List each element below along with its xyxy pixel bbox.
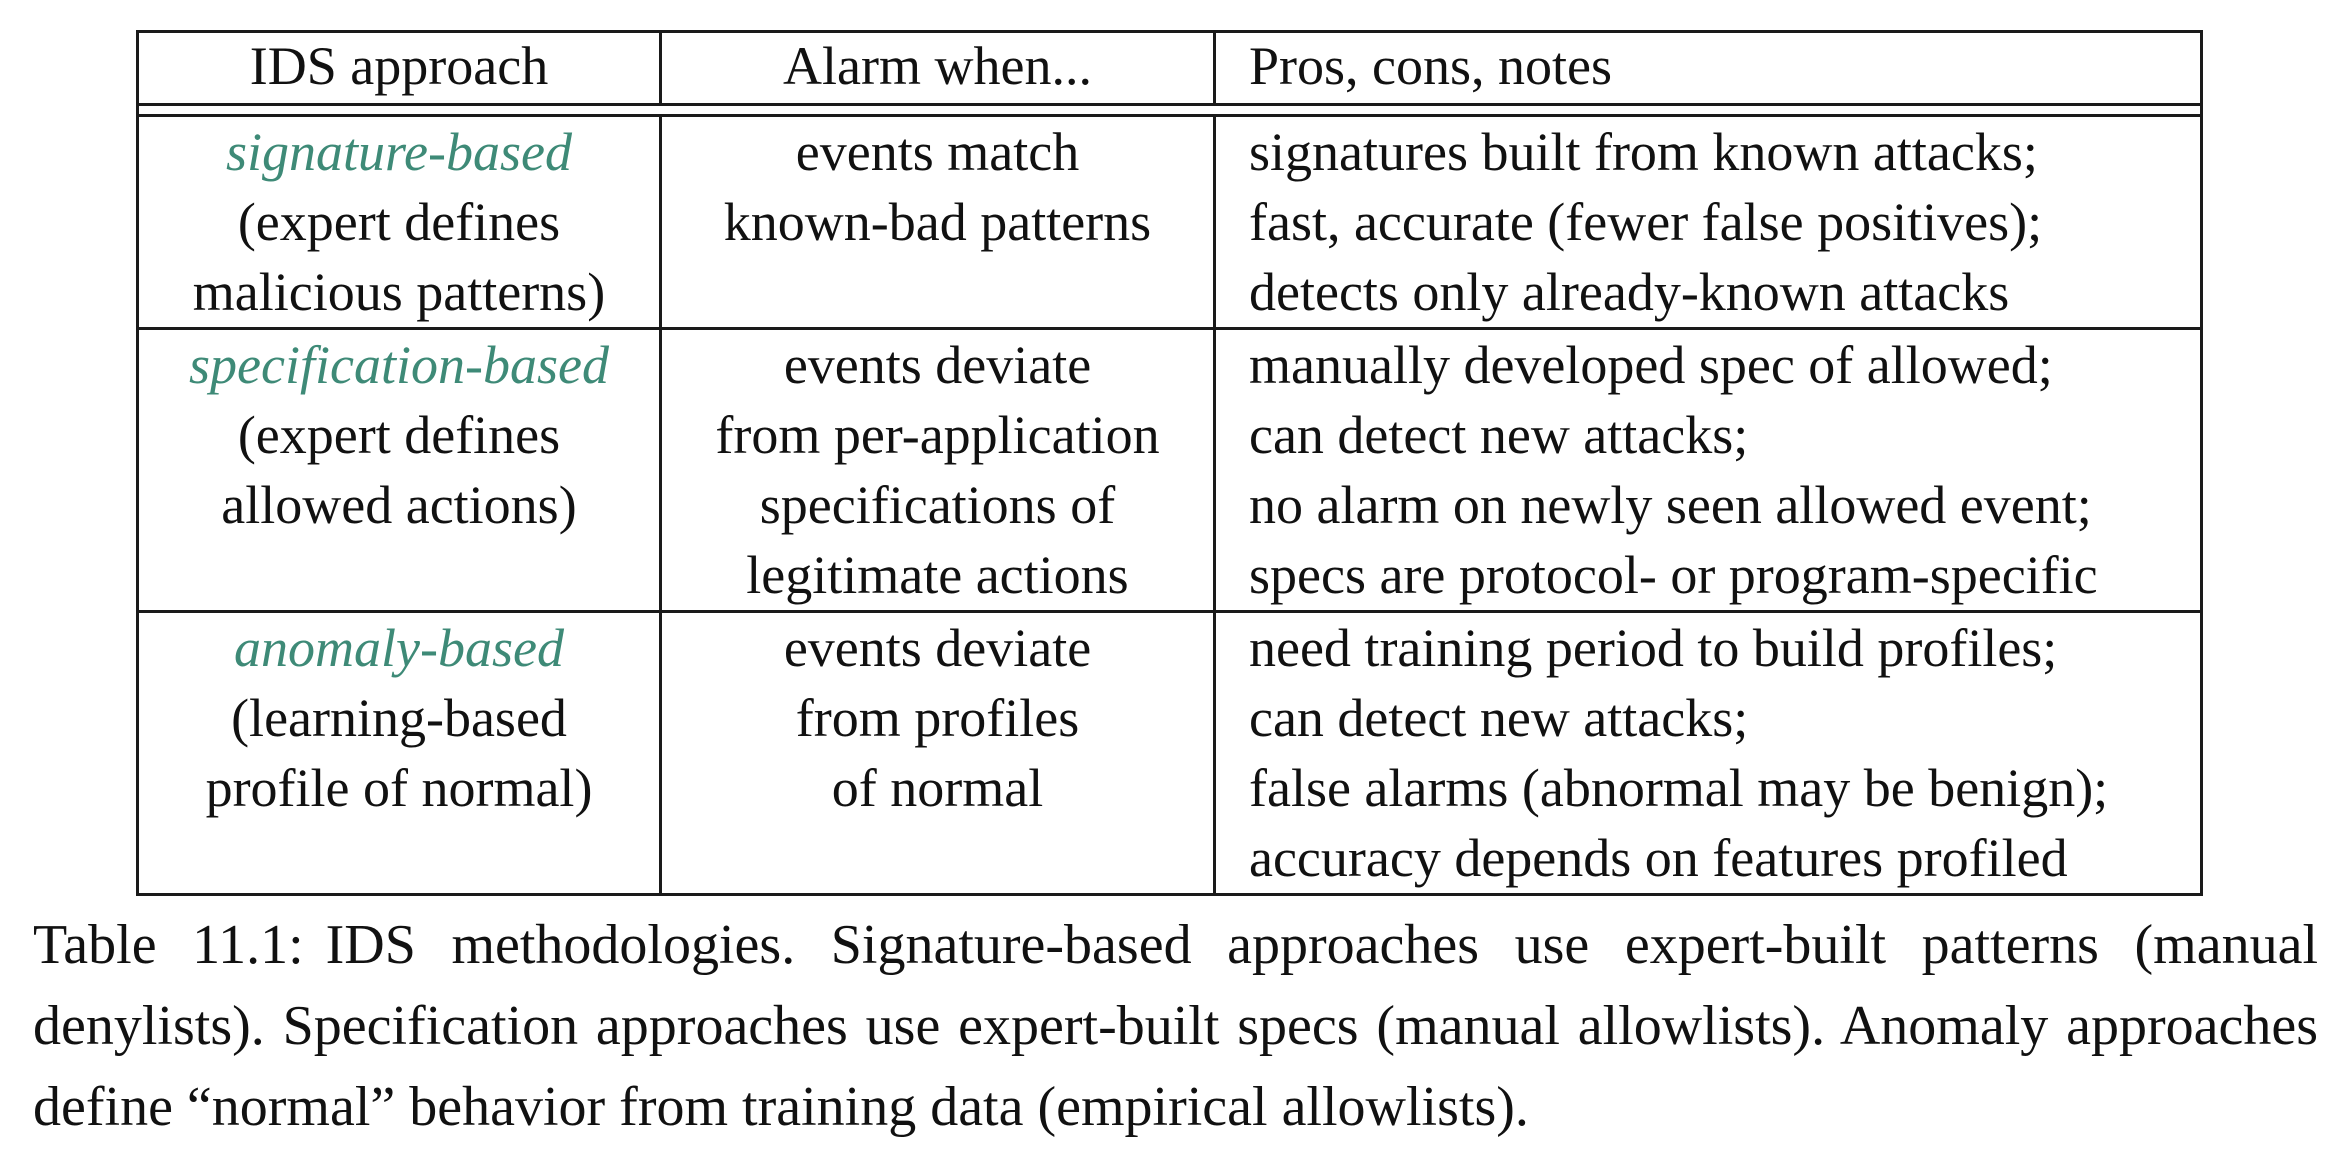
approach-desc-line: allowed actions) bbox=[221, 475, 577, 535]
notes-line: accuracy depends on features profiled bbox=[1249, 828, 2068, 888]
alarm-line: known-bad patterns bbox=[723, 192, 1152, 252]
approach-cell: signature-based (expert defines maliciou… bbox=[136, 114, 662, 330]
header-double-rule bbox=[136, 103, 2203, 117]
alarm-cell: events match known-bad patterns bbox=[659, 114, 1216, 330]
alarm-line: events match bbox=[795, 122, 1080, 182]
header-pros-cons-notes: Pros, cons, notes bbox=[1213, 30, 2203, 106]
alarm-cell: events deviate from per-application spec… bbox=[659, 327, 1216, 613]
notes-line: can detect new attacks; bbox=[1249, 688, 1749, 748]
approach-desc-line: malicious patterns) bbox=[192, 262, 606, 322]
notes-line: need training period to build profiles; bbox=[1249, 618, 2058, 678]
alarm-line: events deviate bbox=[783, 618, 1092, 678]
ids-methodologies-table: IDS approach Alarm when... Pros, cons, n… bbox=[136, 30, 2203, 896]
approach-desc-line: (expert defines bbox=[237, 405, 561, 465]
table-row-specification-based: specification-based (expert defines allo… bbox=[136, 327, 2203, 613]
approach-desc-line: (expert defines bbox=[237, 192, 561, 252]
notes-line: manually developed spec of allowed; bbox=[1249, 335, 2053, 395]
table-header-row: IDS approach Alarm when... Pros, cons, n… bbox=[136, 30, 2203, 106]
alarm-line: of normal bbox=[831, 758, 1044, 818]
approach-name: specification-based bbox=[189, 335, 609, 395]
notes-line: can detect new attacks; bbox=[1249, 405, 1749, 465]
approach-name: signature-based bbox=[226, 122, 572, 182]
approach-cell: anomaly-based (learning-based profile of… bbox=[136, 610, 662, 896]
alarm-line: from per-application bbox=[715, 405, 1160, 465]
notes-line: specs are protocol- or program-specific bbox=[1249, 545, 2098, 605]
notes-cell: manually developed spec of allowed; can … bbox=[1213, 327, 2203, 613]
alarm-line: specifications of bbox=[759, 475, 1116, 535]
caption-label: Table 11.1: bbox=[33, 914, 304, 976]
notes-cell: signatures built from known attacks; fas… bbox=[1213, 114, 2203, 330]
approach-desc-line: profile of normal) bbox=[205, 758, 593, 818]
header-ids-approach: IDS approach bbox=[136, 30, 662, 106]
header-alarm-when: Alarm when... bbox=[659, 30, 1216, 106]
caption-text: IDS methodologies. Signature-based appro… bbox=[33, 914, 2319, 1138]
table-row-anomaly-based: anomaly-based (learning-based profile of… bbox=[136, 610, 2203, 896]
notes-line: detects only already-known attacks bbox=[1249, 262, 2010, 322]
notes-line: fast, accurate (fewer false positives); bbox=[1249, 192, 2043, 252]
approach-desc-line: (learning-based bbox=[231, 688, 567, 748]
notes-line: no alarm on newly seen allowed event; bbox=[1249, 475, 2092, 535]
ids-methodologies-table-container: IDS approach Alarm when... Pros, cons, n… bbox=[136, 30, 2203, 896]
table-caption: Table 11.1: IDS methodologies. Signature-… bbox=[33, 905, 2318, 1148]
alarm-line: events deviate bbox=[783, 335, 1092, 395]
notes-line: false alarms (abnormal may be benign); bbox=[1249, 758, 2109, 818]
alarm-line: from profiles bbox=[795, 688, 1080, 748]
notes-cell: need training period to build profiles; … bbox=[1213, 610, 2203, 896]
notes-line: signatures built from known attacks; bbox=[1249, 122, 2038, 182]
alarm-line: legitimate actions bbox=[746, 545, 1129, 605]
approach-cell: specification-based (expert defines allo… bbox=[136, 327, 662, 613]
alarm-cell: events deviate from profiles of normal bbox=[659, 610, 1216, 896]
table-row-signature-based: signature-based (expert defines maliciou… bbox=[136, 114, 2203, 330]
approach-name: anomaly-based bbox=[234, 618, 564, 678]
